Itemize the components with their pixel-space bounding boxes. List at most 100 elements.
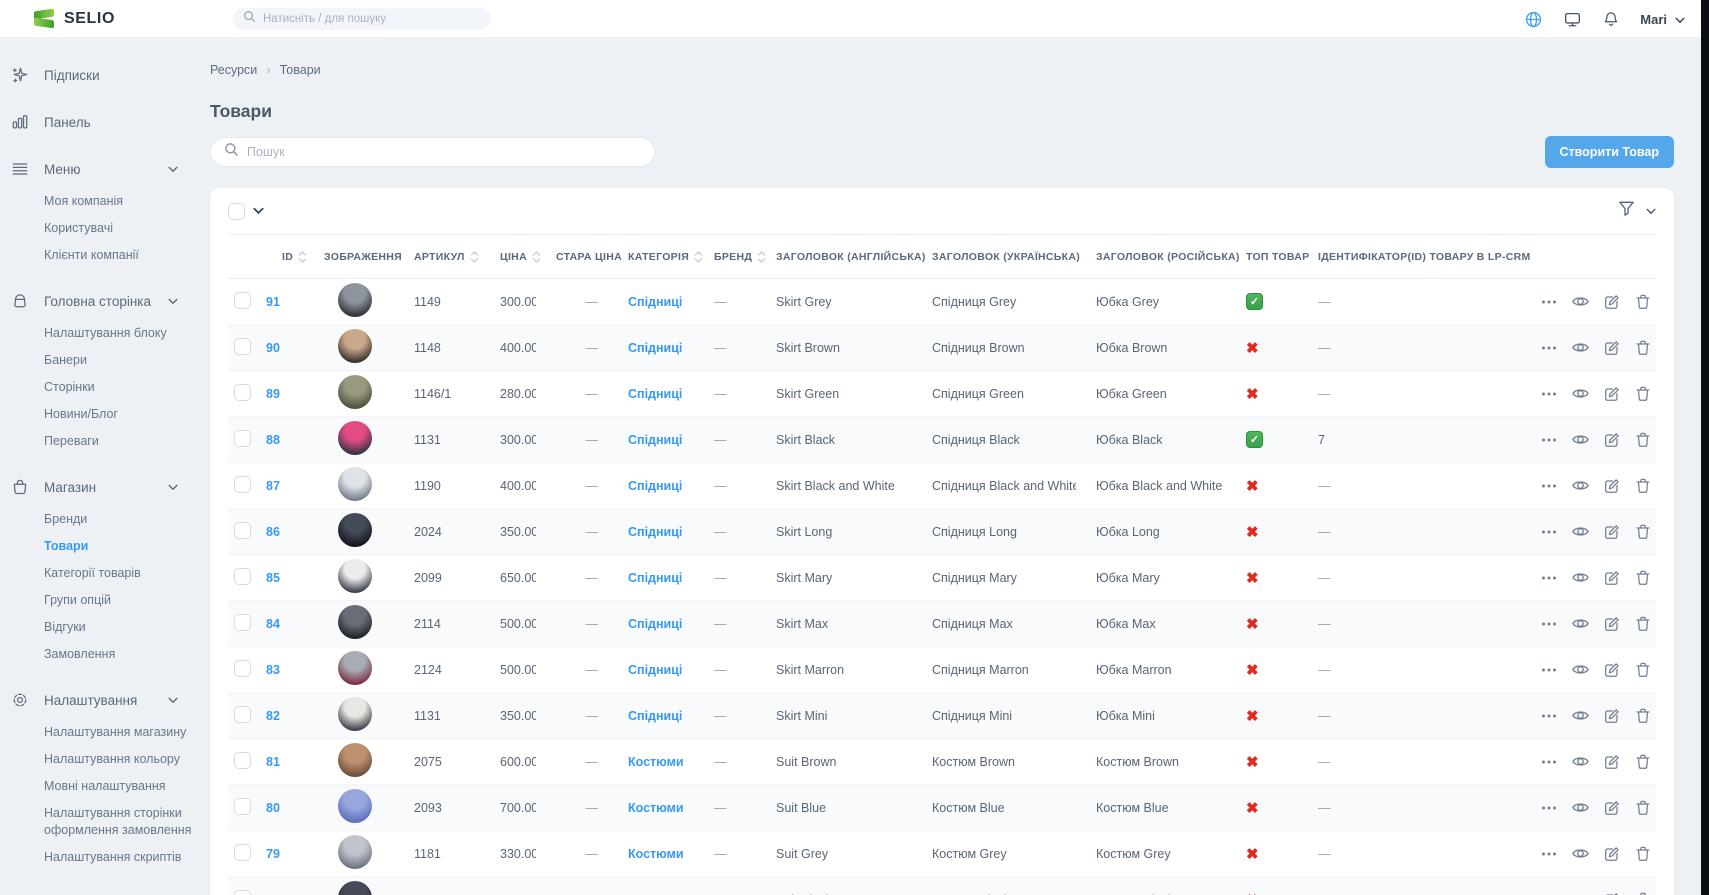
column-header-article[interactable]: АРТИКУЛ [394,234,480,279]
sidebar-item-settings[interactable]: Налаштування [10,685,196,715]
bell-icon[interactable] [1602,10,1620,28]
column-header-brand[interactable]: БРЕНД [694,234,766,279]
globe-icon[interactable] [1524,10,1543,29]
more-actions-button[interactable] [1540,845,1558,863]
sidebar-subitem-language-settings[interactable]: Мовні налаштування [44,779,166,793]
delete-button[interactable] [1634,385,1652,403]
edit-button[interactable] [1603,707,1621,725]
edit-button[interactable] [1603,385,1621,403]
view-button[interactable] [1571,522,1590,541]
delete-button[interactable] [1634,799,1652,817]
edit-button[interactable] [1603,615,1621,633]
view-button[interactable] [1571,660,1590,679]
category-link[interactable]: Спідниці [628,708,683,723]
sidebar-subitem-news-blog[interactable]: Новини/Блог [44,407,118,421]
more-actions-button[interactable] [1540,293,1558,311]
delete-button[interactable] [1634,615,1652,633]
more-actions-button[interactable] [1540,615,1558,633]
sidebar-subitem-color-settings[interactable]: Налаштування кольору [44,752,180,766]
more-actions-button[interactable] [1540,385,1558,403]
view-button[interactable] [1571,384,1590,403]
view-button[interactable] [1571,568,1590,587]
products-search-input[interactable] [247,145,641,159]
sidebar-subitem-reviews[interactable]: Відгуки [44,620,86,634]
sidebar-item-home-page[interactable]: Головна сторінка [10,286,196,316]
product-id-link[interactable]: 78 [266,893,280,895]
filter-funnel-icon[interactable] [1617,199,1636,223]
more-actions-button[interactable] [1540,569,1558,587]
view-button[interactable] [1571,430,1590,449]
row-checkbox[interactable] [234,383,251,401]
row-checkbox[interactable] [234,889,251,895]
delete-button[interactable] [1634,891,1652,895]
edit-button[interactable] [1603,339,1621,357]
sort-icon[interactable] [532,250,541,264]
product-id-link[interactable]: 90 [266,340,280,355]
sidebar-item-subscriptions[interactable]: Підписки [10,60,196,90]
delete-button[interactable] [1634,753,1652,771]
view-button[interactable] [1571,706,1590,725]
product-id-link[interactable]: 87 [266,478,280,493]
view-button[interactable] [1571,338,1590,357]
more-actions-button[interactable] [1540,891,1558,895]
category-link[interactable]: Костюми [628,800,684,815]
create-product-button[interactable]: Створити Товар [1544,136,1674,168]
product-id-link[interactable]: 91 [266,294,280,309]
delete-button[interactable] [1634,523,1652,541]
product-id-link[interactable]: 79 [266,846,280,861]
edit-button[interactable] [1603,753,1621,771]
row-checkbox[interactable] [234,291,251,309]
sidebar-subitem-orders[interactable]: Замовлення [44,647,116,661]
breadcrumb-products[interactable]: Товари [279,62,321,77]
edit-button[interactable] [1603,431,1621,449]
row-checkbox[interactable] [234,429,251,447]
sidebar-subitem-company-clients[interactable]: Клієнти компанії [44,248,139,262]
product-id-link[interactable]: 83 [266,662,280,677]
row-checkbox[interactable] [234,751,251,769]
sidebar-subitem-banners[interactable]: Банери [44,353,87,367]
view-button[interactable] [1571,798,1590,817]
sidebar-subitem-scripts-settings[interactable]: Налаштування скриптів [44,850,182,864]
product-id-link[interactable]: 85 [266,570,280,585]
category-link[interactable]: Спідниці [628,432,683,447]
row-checkbox[interactable] [234,843,251,861]
category-link[interactable]: Спідниці [628,294,683,309]
delete-button[interactable] [1634,339,1652,357]
sort-icon[interactable] [694,250,703,264]
product-id-link[interactable]: 84 [266,616,280,631]
sidebar-item-dashboard[interactable]: Панель [10,107,196,137]
sidebar-item-shop[interactable]: Магазин [10,472,196,502]
category-link[interactable]: Спідниці [628,616,683,631]
monitor-icon[interactable] [1563,10,1582,29]
category-link[interactable]: Спідниці [628,386,683,401]
delete-button[interactable] [1634,569,1652,587]
breadcrumb-resources[interactable]: Ресурси [210,62,258,77]
product-id-link[interactable]: 89 [266,386,280,401]
sidebar-item-menu[interactable]: Меню [10,154,196,184]
sidebar-subitem-option-groups[interactable]: Групи опцій [44,593,111,607]
view-button[interactable] [1571,752,1590,771]
sidebar-subitem-pages[interactable]: Сторінки [44,380,95,394]
more-actions-button[interactable] [1540,477,1558,495]
app-logo[interactable]: SELIO [34,8,115,29]
sidebar-subitem-shop-settings[interactable]: Налаштування магазину [44,725,187,739]
column-header-id[interactable]: ID [262,234,307,279]
row-checkbox[interactable] [234,475,251,493]
edit-button[interactable] [1603,799,1621,817]
view-button[interactable] [1571,614,1590,633]
row-checkbox[interactable] [234,567,251,585]
category-link[interactable]: Костюми [628,754,684,769]
delete-button[interactable] [1634,845,1652,863]
select-all-checkbox[interactable] [228,202,245,220]
edit-button[interactable] [1603,477,1621,495]
category-link[interactable]: Костюми [628,893,684,895]
sidebar-subitem-product-categories[interactable]: Категорії товарів [44,566,141,580]
sidebar-subitem-brands[interactable]: Бренди [44,512,88,526]
category-link[interactable]: Спідниці [628,478,683,493]
global-search[interactable] [233,8,491,30]
sidebar-subitem-block-settings[interactable]: Налаштування блоку [44,326,167,340]
row-checkbox[interactable] [234,337,251,355]
row-checkbox[interactable] [234,659,251,677]
more-actions-button[interactable] [1540,431,1558,449]
row-checkbox[interactable] [234,705,251,723]
